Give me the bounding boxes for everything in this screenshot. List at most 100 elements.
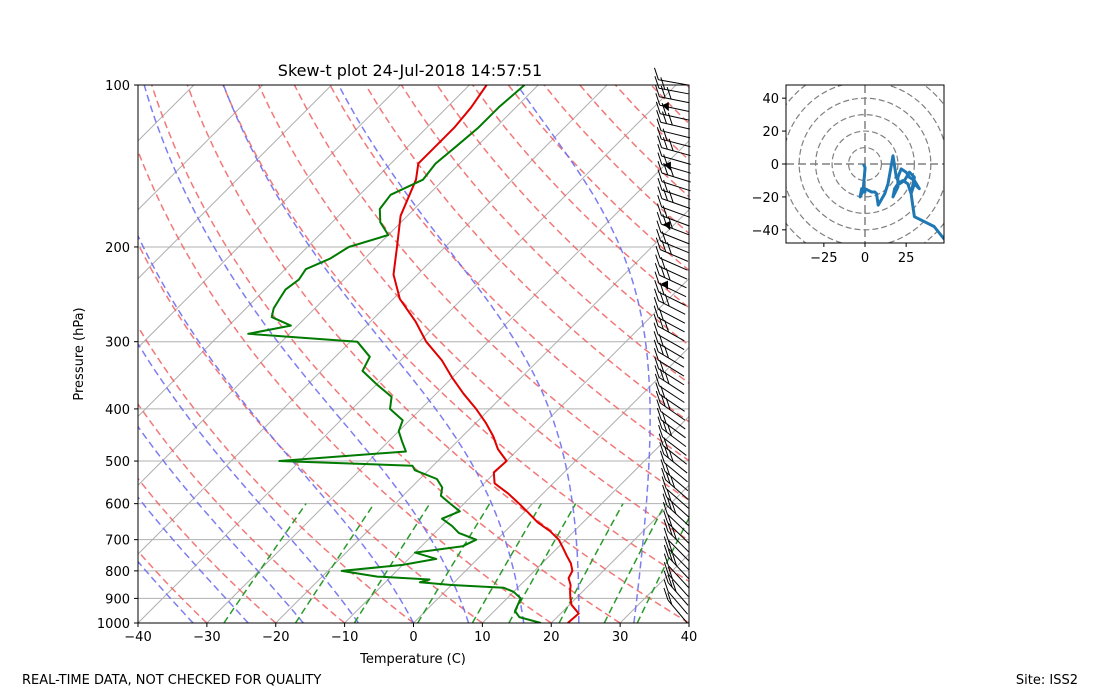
y-tick-label: 900 (105, 592, 130, 607)
wind-barb-flag (671, 501, 677, 514)
isotherm-line (138, 85, 608, 555)
wind-barb-flag (663, 587, 669, 601)
y-tick-label: 200 (105, 241, 130, 256)
wind-barb-flag (659, 359, 665, 373)
wind-barb-flag (667, 566, 673, 579)
y-tick-label: 100 (105, 79, 130, 94)
wind-barb-flag (655, 390, 661, 404)
wind-barb-flag (660, 459, 666, 472)
isotherm-line (275, 209, 689, 623)
dry-adiabat (758, 85, 1100, 623)
wind-barb-flag (654, 76, 660, 89)
isotherm-line (138, 85, 539, 486)
wind-barb-flag (655, 245, 661, 259)
x-tick-label: 10 (474, 630, 491, 645)
wind-barb-flag (661, 239, 667, 253)
dry-adiabat (436, 85, 689, 347)
wind-barb-flag (659, 442, 665, 455)
wind-barb-flag (667, 216, 673, 229)
wind-barb-flag (667, 423, 673, 436)
wind-barb-flag (656, 220, 662, 233)
wind-barb-flag (667, 540, 673, 553)
wind-barb (667, 539, 690, 562)
wind-barb-flag (659, 282, 665, 295)
moist-adiabat (138, 425, 304, 623)
wind-barb-flag (656, 228, 662, 242)
wind-barb (660, 121, 690, 130)
wind-barb (657, 325, 685, 342)
hodograph-y-tick-label: 40 (762, 92, 779, 107)
hodograph-x-tick-label: 25 (898, 251, 915, 266)
dry-adiabat (723, 85, 1100, 623)
wind-barb-flag (653, 331, 659, 344)
wind-barb-flag (661, 476, 667, 489)
x-tick-label: 30 (612, 630, 629, 645)
wind-barb-flag (657, 186, 663, 199)
wind-barb-flag (657, 177, 663, 191)
y-tick-label: 300 (105, 336, 130, 351)
mixing-ratio-line (353, 503, 431, 623)
dry-adiabat (507, 85, 689, 272)
wind-barb-flag (667, 514, 673, 528)
wind-barb-flag (667, 592, 673, 605)
wind-barb-flag (658, 308, 664, 321)
dry-adiabat (138, 402, 346, 623)
wind-barb-flag (657, 416, 663, 429)
wind-barb-flag (656, 399, 662, 412)
wind-barb (661, 138, 691, 148)
wind-barb-flag (654, 271, 660, 284)
wind-barb-flag (654, 356, 660, 369)
wind-barb-flag (655, 382, 661, 395)
wind-barb-flag (660, 265, 666, 278)
wind-barb-flag (653, 322, 659, 335)
wind-barb-flag (663, 579, 669, 592)
wind-barb-flag (655, 254, 661, 267)
wind-barb-flag (662, 205, 668, 218)
wind-barb (661, 155, 691, 165)
wind-barb-flag (665, 397, 671, 411)
wind-barb-flag (657, 135, 663, 148)
wind-barb-flag (663, 188, 668, 201)
wind-barb (658, 376, 685, 395)
wind-barb-flag (661, 231, 667, 244)
wind-barb-flag (657, 160, 663, 174)
wind-barb-flag (659, 450, 665, 463)
wind-barb-flag (661, 467, 667, 481)
moist-adiabat (138, 342, 360, 623)
wind-pennant (663, 221, 671, 231)
wind-barb-flag (659, 368, 665, 381)
wind-barb (661, 198, 691, 209)
wind-barb-flag (655, 237, 661, 250)
wind-barb-flag (654, 288, 659, 301)
wind-barb-flag (667, 112, 673, 126)
dry-adiabat (329, 85, 689, 462)
dry-adiabat (543, 85, 689, 235)
hodograph-y-tick-label: 0 (771, 158, 779, 173)
wind-barb (657, 317, 685, 333)
wind-barb-flag (657, 194, 663, 208)
hodograph-trace (858, 154, 944, 242)
wind-pennant (661, 280, 668, 290)
wind-barb (660, 130, 691, 139)
wind-barb (659, 274, 687, 289)
mixing-ratio-line (558, 503, 624, 623)
wind-barb-flag (666, 242, 672, 255)
wind-barb-flag (671, 579, 677, 592)
wind-barb-flag (664, 293, 670, 307)
x-tick-label: 20 (543, 630, 560, 645)
wind-barb-flag (654, 373, 660, 387)
skewt-plot-area (0, 85, 1100, 623)
wind-barb-flag (667, 575, 673, 588)
wind-barb (660, 240, 689, 254)
isotherm-line (138, 85, 195, 142)
wind-barb (662, 445, 688, 465)
wind-barb (661, 206, 691, 218)
dry-adiabat (650, 85, 689, 125)
moist-adiabat (138, 560, 194, 623)
wind-barb-flag (662, 493, 668, 506)
wind-barb-flag (660, 394, 666, 407)
isotherm-line (0, 85, 56, 623)
isotherm-line (482, 415, 689, 623)
wind-barb (658, 300, 686, 315)
isotherm-line (138, 85, 401, 349)
